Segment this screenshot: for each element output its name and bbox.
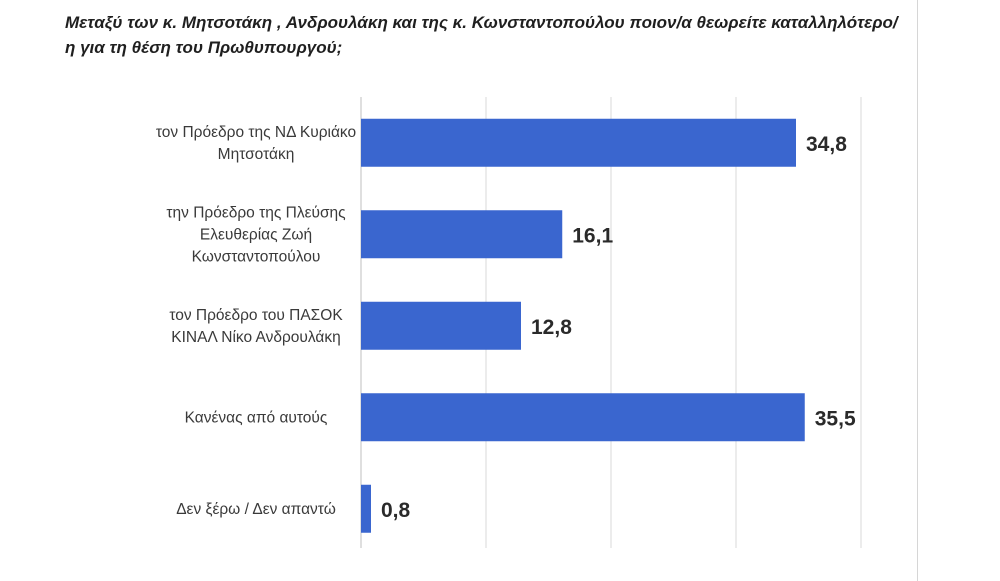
value-label: 12,8 [531, 316, 572, 339]
value-label: 34,8 [806, 133, 847, 156]
category-label: Δεν ξέρω / Δεν απαντώ [176, 501, 336, 518]
value-label: 16,1 [572, 224, 613, 247]
category-label: τον Πρόεδρο του ΠΑΣΟΚ ΚΙΝΑΛ Νίκο Ανδρουλά… [169, 307, 343, 346]
chart-title: Μεταξύ των κ. Μητσοτάκη , Ανδρουλάκη και… [65, 13, 898, 57]
category-label: Κανένας από αυτούς [185, 409, 328, 426]
category-label: τον Πρόεδρο της ΝΔ Κυριάκο Μητσοτάκη [156, 124, 356, 163]
value-label: 35,5 [815, 407, 856, 430]
bar [361, 118, 796, 167]
bar [361, 301, 521, 350]
category-labels: τον Πρόεδρο της ΝΔ Κυριάκο Μητσοτάκη την Π… [156, 124, 356, 518]
chart-frame: Μεταξύ των κ. Μητσοτάκη , Ανδρουλάκη και… [8, 0, 918, 581]
value-label: 0,8 [381, 499, 411, 522]
bar [361, 484, 371, 533]
bars [361, 118, 805, 533]
value-labels: 34,8 16,1 12,8 35,5 0,8 [381, 133, 856, 522]
category-label: την Πρόεδρο της Πλεύσης Ελευθερίας Ζωή Κων… [166, 204, 345, 265]
bar [361, 210, 563, 259]
bar [361, 393, 805, 442]
